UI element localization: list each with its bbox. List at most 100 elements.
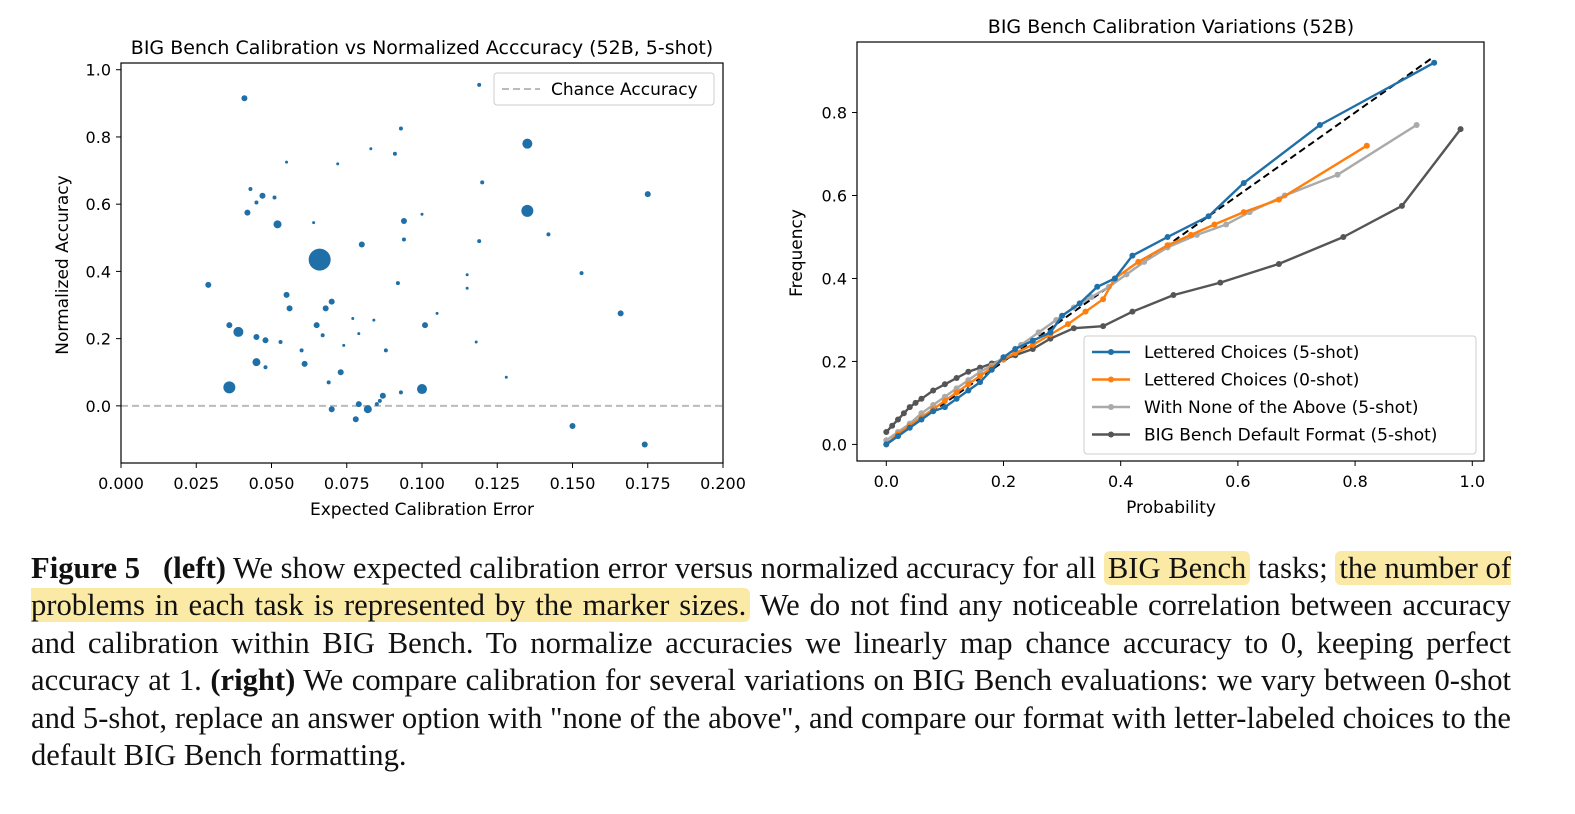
left-plot-frame [120, 62, 724, 464]
scatter-point [252, 358, 261, 367]
legend-swatch-marker [1108, 404, 1114, 410]
series-point [1076, 300, 1083, 307]
series-point [1000, 354, 1007, 361]
scatter-point [435, 311, 439, 315]
left-y-tick-label: 0.4 [86, 262, 111, 281]
left-x-tick-label: 0.125 [474, 474, 520, 493]
series-point [1029, 341, 1036, 348]
series-point [1316, 121, 1323, 128]
series-point [1188, 231, 1195, 238]
series-point [930, 387, 937, 394]
scatter-point [401, 237, 406, 242]
scatter-point [326, 380, 331, 385]
scatter-point [422, 322, 429, 329]
caption-highlight-1: BIG Bench [1103, 551, 1251, 585]
scatter-point [395, 281, 400, 286]
series-point [1398, 202, 1405, 209]
series-point [1123, 271, 1130, 278]
series-point [1217, 279, 1224, 286]
scatter-point [477, 239, 482, 244]
left-y-tick-label: 0.8 [86, 128, 111, 147]
series-point [953, 385, 960, 392]
scatter-point [241, 95, 248, 102]
series-point [977, 368, 984, 375]
scatter-point [369, 147, 373, 151]
series-point [889, 422, 896, 429]
series-point [941, 397, 948, 404]
series-point [1088, 294, 1095, 301]
left-x-tick-label: 0.025 [173, 474, 219, 493]
scatter-point [644, 191, 651, 198]
left-y-tick-label: 0.2 [86, 330, 111, 349]
right-x-tick-label: 0.6 [1225, 472, 1250, 491]
scatter-point [248, 187, 253, 192]
scatter-point [358, 241, 365, 248]
scatter-point [546, 232, 551, 237]
left-x-tick-label: 0.075 [324, 474, 370, 493]
scatter-point [351, 316, 355, 320]
scatter-point [285, 160, 289, 164]
series-point [965, 381, 972, 388]
scatter-point [244, 209, 251, 216]
legend-swatch-marker [1108, 376, 1114, 383]
scatter-point [308, 248, 331, 271]
right-chart-title: BIG Bench Calibration Variations (52B) [988, 16, 1354, 38]
right-y-tick-label: 0.8 [822, 104, 847, 123]
scatter-point [363, 405, 372, 414]
right-y-axis-label: Frequency [787, 209, 807, 297]
series-point [977, 372, 984, 379]
scatter-point [379, 392, 386, 399]
series-point [918, 416, 925, 423]
series-point [965, 368, 972, 375]
right-y-tick-label: 0.2 [822, 352, 847, 371]
series-point [906, 424, 913, 431]
series-point [977, 364, 984, 371]
scatter-point [320, 333, 325, 338]
series-point [906, 404, 913, 411]
series-point [900, 410, 907, 417]
series-point [1205, 213, 1212, 220]
scatter-point [328, 298, 335, 305]
right-y-tick-label: 0.4 [822, 269, 847, 288]
series-point [1334, 171, 1341, 178]
right-x-tick-label: 0.8 [1342, 472, 1367, 491]
left-legend-box [493, 72, 715, 106]
series-point [930, 401, 937, 408]
left-chart-title: BIG Bench Calibration vs Normalized Accc… [131, 37, 713, 59]
scatter-point [474, 340, 478, 344]
right-legend: Lettered Choices (5-shot) Lettered Choice… [1083, 335, 1477, 455]
left-x-tick-label: 0.000 [98, 474, 144, 493]
scatter-point [223, 381, 236, 394]
series-point [912, 399, 919, 406]
scatter-point [420, 212, 424, 216]
legend-swatch-marker [1108, 349, 1114, 355]
series-point [1240, 180, 1247, 187]
right-y-tick-label: 0.0 [822, 435, 847, 454]
scatter-point [322, 305, 329, 312]
scatter-point [522, 138, 533, 149]
scatter-point [398, 126, 403, 131]
scatter-point [372, 318, 376, 322]
scatter-point [569, 423, 576, 430]
left-legend: Chance Accuracy [493, 72, 715, 106]
series-point [1047, 329, 1054, 336]
scatter-point [286, 305, 293, 312]
series-point [1211, 221, 1218, 228]
series-point [1035, 329, 1042, 336]
scatter-point [337, 369, 344, 376]
series-point [1275, 196, 1282, 203]
series-point [1100, 296, 1107, 303]
series-point [941, 404, 948, 411]
left-x-tick-label: 0.200 [700, 474, 746, 493]
scatter-point [253, 333, 260, 340]
series-point [1240, 209, 1247, 216]
right-tag: (right) [210, 663, 296, 698]
series-point [1064, 321, 1071, 328]
scatter-point [355, 401, 362, 408]
scatter-point [465, 273, 469, 277]
right-chart: BIG Bench Calibration Variations (52B) 0… [787, 16, 1485, 518]
series-point [1129, 308, 1136, 315]
scatter-point [374, 402, 379, 407]
series-point [1457, 126, 1464, 133]
scatter-point [273, 220, 282, 229]
